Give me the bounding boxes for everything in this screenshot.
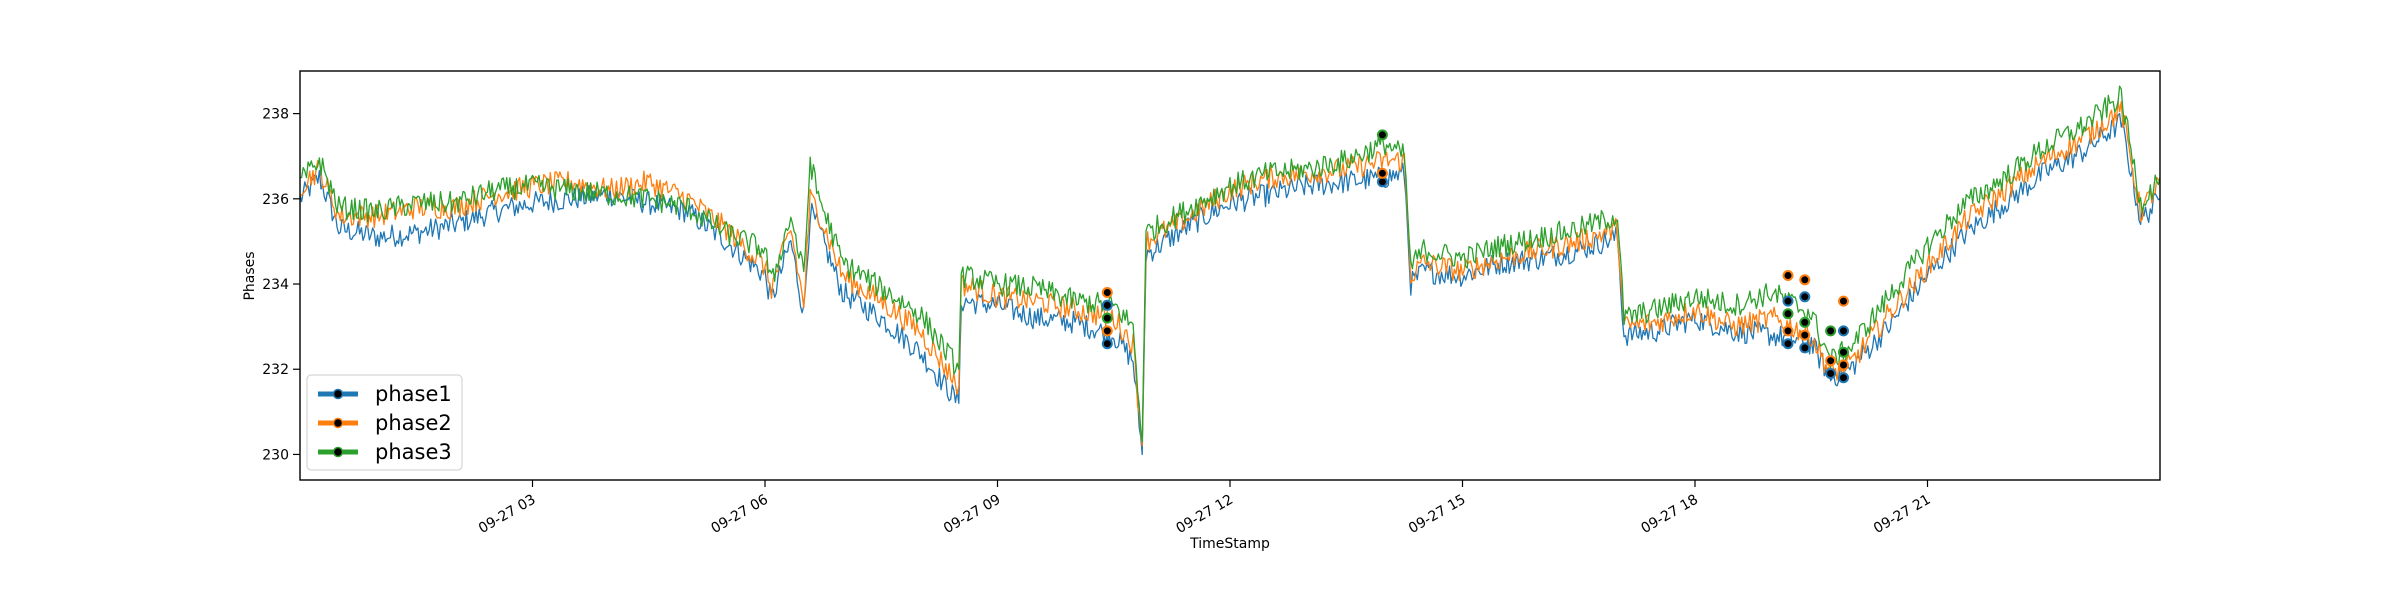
anomaly-marker	[1782, 325, 1794, 337]
anomaly-marker	[1825, 355, 1837, 367]
anomaly-marker	[1101, 299, 1113, 311]
legend-entry-phase1: phase1	[318, 382, 452, 406]
anomaly-marker	[1782, 270, 1794, 281]
anomaly-marker	[1101, 312, 1113, 324]
series-line-phase2	[299, 100, 2161, 447]
y-tick-label: 236	[262, 192, 289, 208]
legend-entry-phase2: phase2	[318, 411, 452, 435]
x-tick-label: 09-27 09	[941, 492, 1004, 537]
legend-marker	[332, 417, 344, 429]
anomaly-marker	[1376, 167, 1388, 179]
anomaly-markers	[1101, 129, 1849, 384]
anomaly-marker	[1376, 129, 1388, 141]
y-tick-label: 232	[262, 362, 289, 378]
legend-entry-phase3: phase3	[318, 440, 452, 464]
legend: phase1 phase2 phase3	[306, 374, 463, 471]
anomaly-marker	[1838, 359, 1849, 371]
y-tick-label: 238	[262, 107, 289, 123]
y-axis-label: Phases	[242, 251, 258, 300]
x-tick-label: 09-27 12	[1173, 492, 1236, 537]
legend-label: phase1	[375, 382, 452, 406]
series-line-phase3	[299, 85, 2161, 443]
anomaly-marker	[1799, 291, 1811, 303]
x-tick-label: 09-27 06	[708, 492, 771, 537]
anomaly-marker	[1782, 295, 1794, 307]
legend-marker	[332, 388, 344, 400]
legend-marker	[332, 446, 344, 458]
anomaly-marker	[1838, 325, 1849, 337]
y-tick-label: 230	[262, 447, 289, 463]
x-axis-label: TimeStamp	[1189, 536, 1270, 552]
anomaly-marker	[1825, 325, 1837, 337]
anomaly-marker	[1838, 346, 1849, 358]
legend-label: phase3	[375, 440, 452, 464]
x-tick-label: 09-27 18	[1638, 492, 1701, 537]
anomaly-marker	[1101, 287, 1113, 298]
anomaly-marker	[1825, 368, 1837, 379]
series-line-phase1	[299, 112, 2161, 456]
anomaly-marker	[1838, 295, 1849, 307]
axes-frame	[299, 70, 2161, 481]
anomaly-marker	[1799, 274, 1811, 286]
plot-area	[299, 85, 2161, 456]
anomaly-marker	[1782, 338, 1794, 350]
anomaly-marker	[1838, 372, 1849, 384]
y-axis: 230 232 234 236 238	[262, 107, 300, 463]
x-tick-label: 09-27 21	[1871, 492, 1934, 537]
anomaly-marker	[1782, 308, 1794, 320]
anomaly-marker	[1799, 329, 1811, 341]
y-tick-label: 234	[262, 277, 289, 293]
anomaly-marker	[1799, 342, 1811, 354]
anomaly-marker	[1101, 325, 1113, 337]
x-tick-label: 09-27 03	[476, 492, 539, 537]
anomaly-marker	[1101, 338, 1113, 350]
legend-box	[306, 374, 463, 471]
legend-label: phase2	[375, 411, 452, 435]
x-axis: 09-27 03 09-27 06 09-27 09 09-27 12 09-27 15…	[476, 480, 1934, 537]
anomaly-marker	[1799, 316, 1811, 328]
x-tick-label: 09-27 15	[1406, 492, 1469, 537]
